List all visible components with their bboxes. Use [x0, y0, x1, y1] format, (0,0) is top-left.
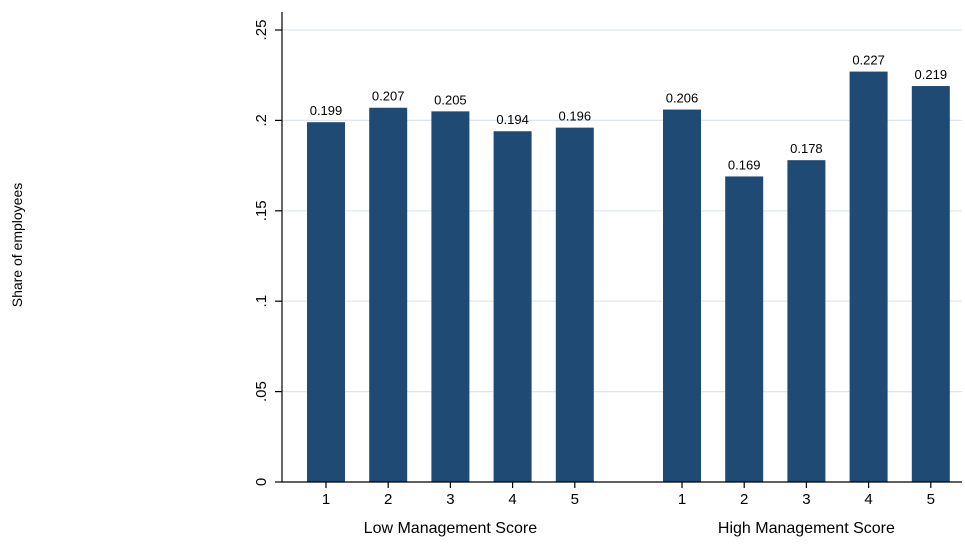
- value-labels: 0.199 0.207 0.205 0.194 0.196 0.206 0.169 0.178…: [310, 53, 947, 173]
- y-tick-label: .05: [253, 381, 270, 402]
- y-tick-label: .25: [253, 20, 270, 41]
- group-labels: Low Management Score High Management Scor…: [364, 520, 895, 537]
- x-tick-label: 4: [864, 491, 872, 508]
- axes: [281, 12, 962, 483]
- x-tick-label: 5: [571, 491, 579, 508]
- bar-value-label: 0.205: [434, 92, 467, 107]
- bar: [725, 176, 764, 482]
- bar-value-label: 0.178: [790, 141, 823, 156]
- bar: [555, 127, 594, 482]
- bar-value-label: 0.219: [915, 67, 948, 82]
- x-tick-label: 4: [508, 491, 516, 508]
- bars: [307, 71, 950, 483]
- bar: [307, 122, 345, 482]
- x-tick-label: 3: [802, 491, 810, 508]
- x-tick-label: 2: [384, 491, 392, 508]
- x-tick-label: 3: [446, 491, 454, 508]
- bar-value-label: 0.199: [310, 103, 343, 118]
- x-tick-label: 1: [678, 491, 686, 508]
- bar: [663, 109, 701, 482]
- bar: [911, 86, 950, 482]
- bar-value-label: 0.227: [852, 53, 885, 68]
- x-tick-label: 5: [927, 491, 935, 508]
- y-axis-title: Share of employees: [9, 183, 25, 308]
- bar-value-label: 0.206: [666, 91, 699, 106]
- y-tick-label: .1: [253, 295, 270, 308]
- x-tick-label: 2: [740, 491, 748, 508]
- bar-value-label: 0.207: [372, 89, 405, 104]
- y-ticks: 0 .05 .1 .15 .2 .25: [253, 20, 282, 486]
- bar: [493, 131, 532, 483]
- bar-value-label: 0.194: [496, 112, 529, 127]
- x-tick-label: 1: [322, 491, 330, 508]
- bar: [369, 107, 408, 482]
- bar-value-label: 0.196: [559, 109, 592, 124]
- group-label: Low Management Score: [364, 520, 538, 537]
- bar-value-label: 0.169: [728, 157, 761, 172]
- bar: [431, 111, 470, 483]
- y-tick-label: .2: [253, 114, 270, 127]
- bar: [787, 160, 826, 482]
- x-ticks: 1 2 3 4 5 1 2 3 4 5: [322, 482, 935, 508]
- group-label: High Management Score: [718, 520, 895, 537]
- y-tick-label: 0: [253, 478, 270, 486]
- y-tick-label: .15: [253, 200, 270, 221]
- bar: [849, 71, 888, 483]
